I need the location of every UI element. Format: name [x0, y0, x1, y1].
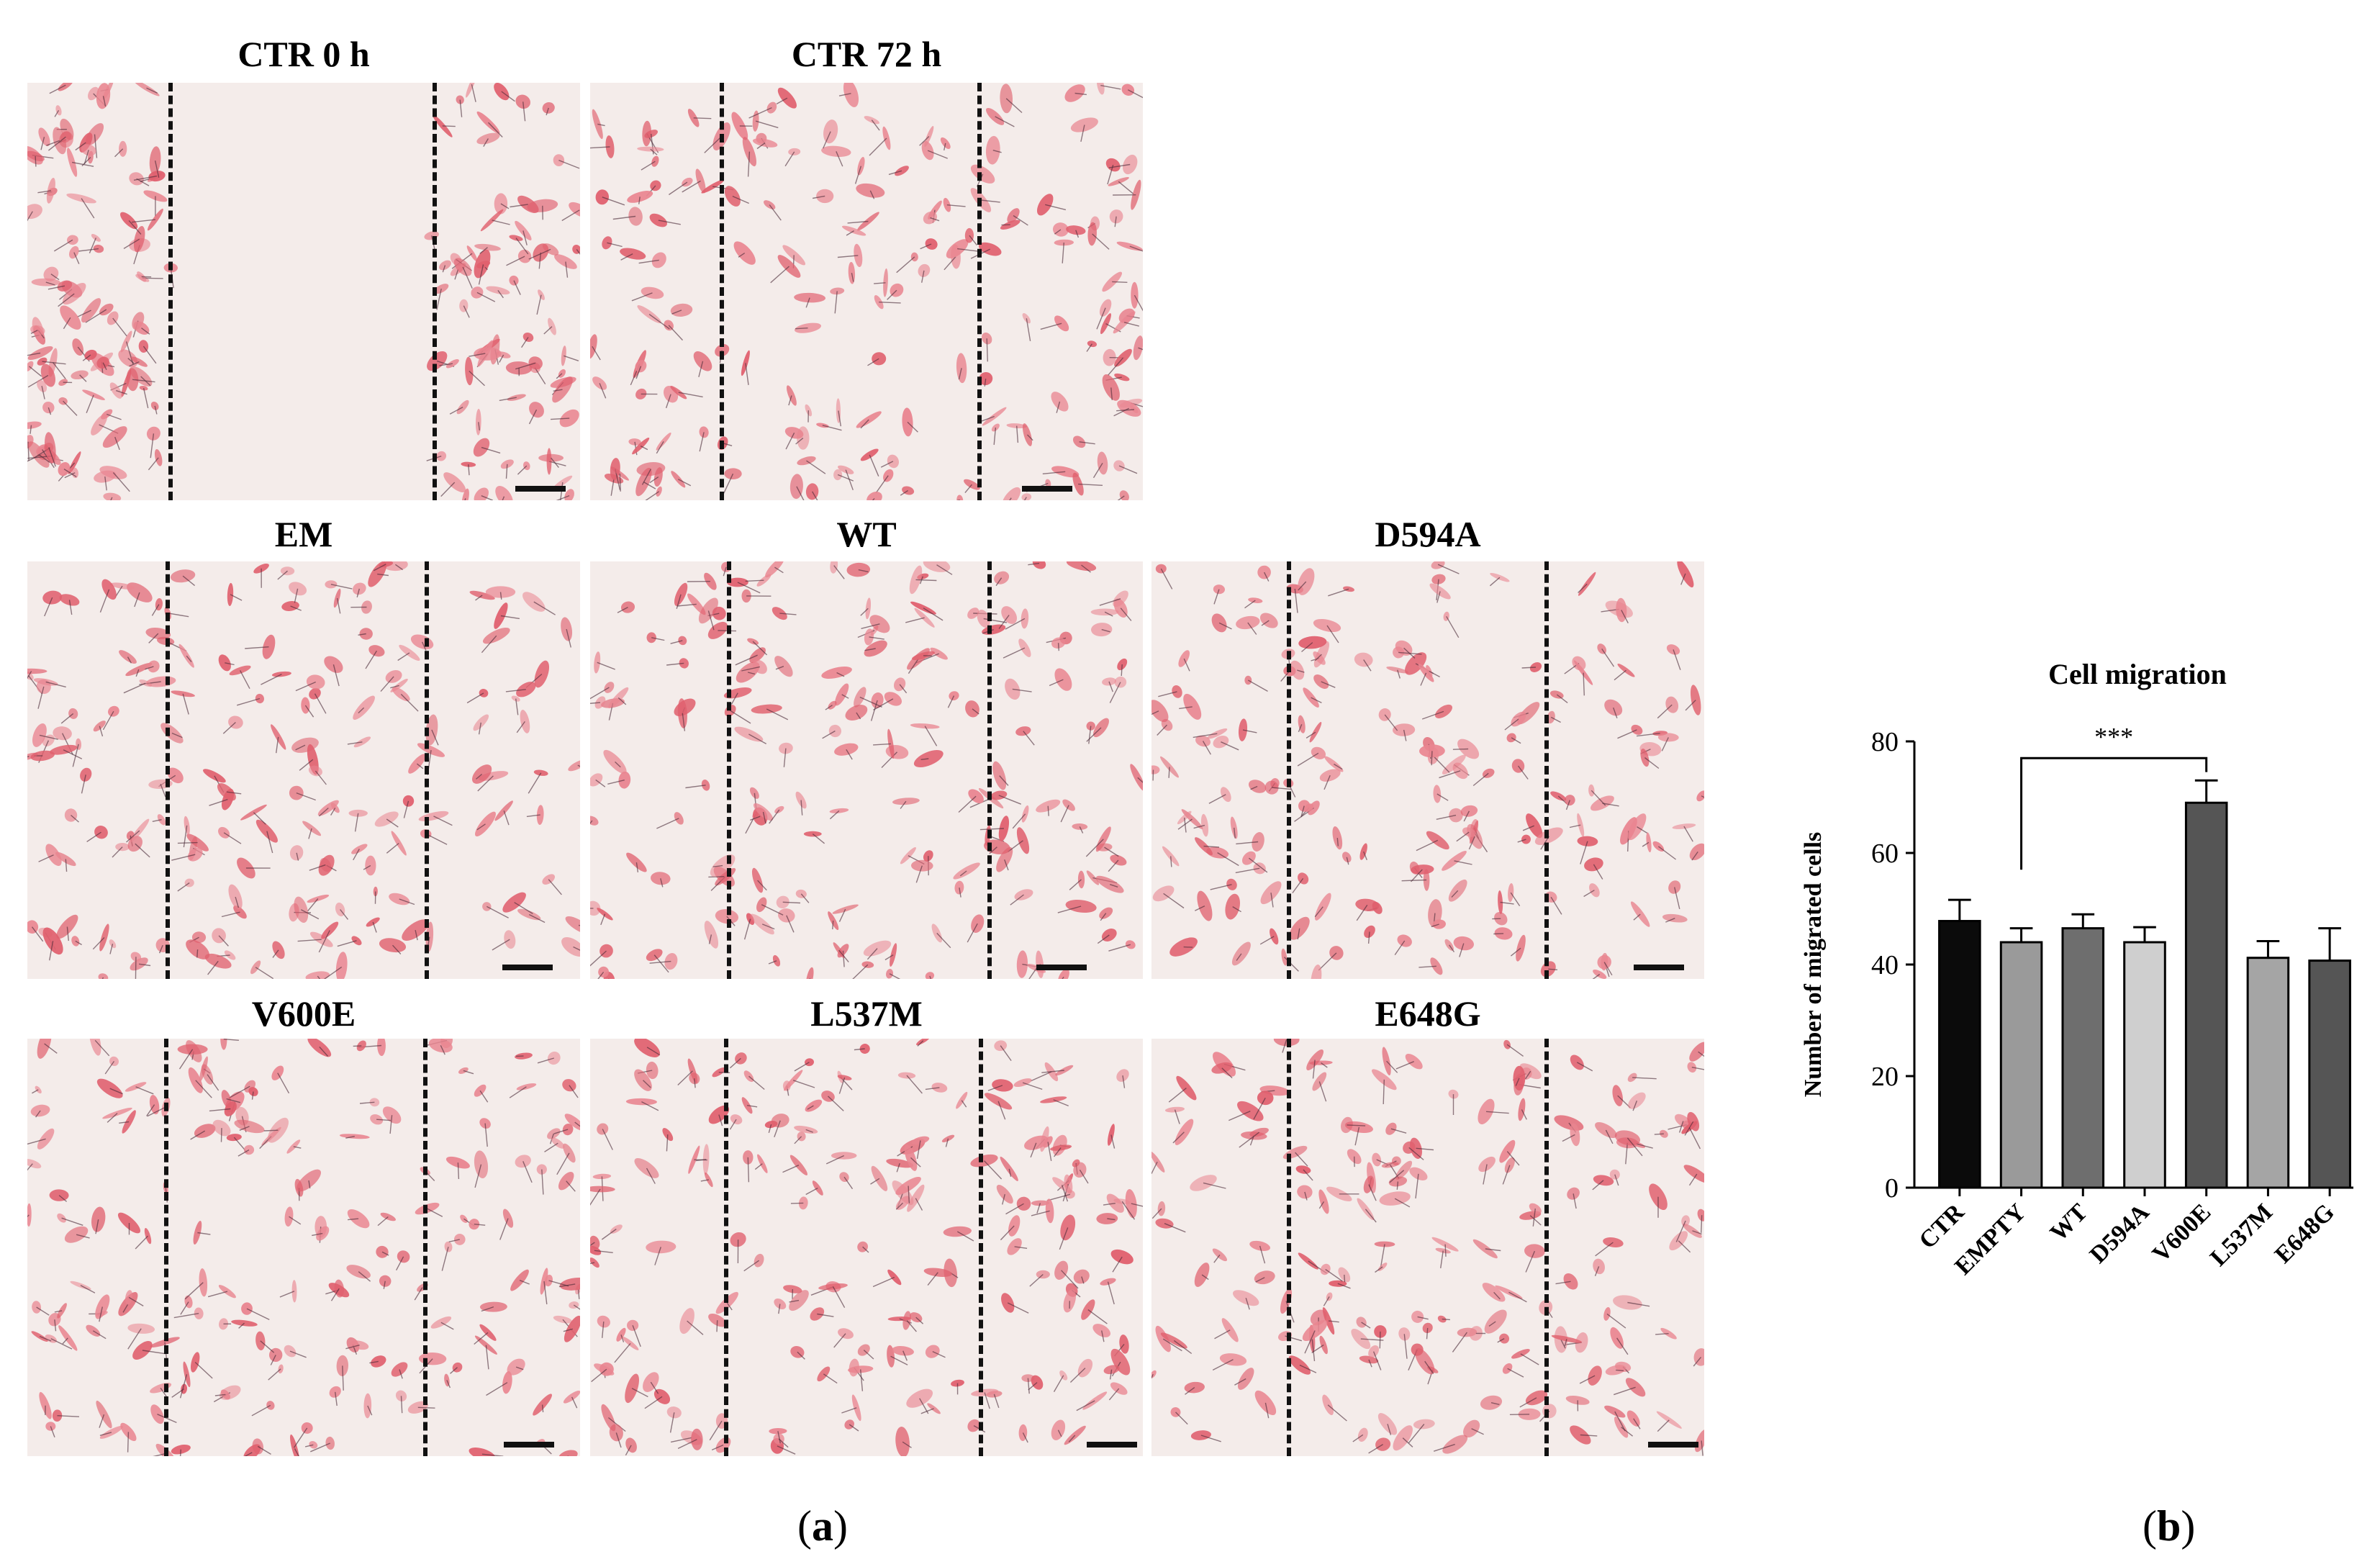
x-tick-label: WT — [2045, 1198, 2093, 1246]
wound-edge-line — [987, 561, 992, 979]
chart-title: Cell migration — [2048, 658, 2227, 690]
micrograph-ctr-0h — [27, 83, 580, 500]
micrograph-l537m — [590, 1039, 1143, 1456]
bar-wt — [2061, 927, 2105, 1189]
cell-texture — [590, 83, 1143, 500]
panel-b: Cell migration 0 20 40 60 80 Number of migrate… — [1713, 0, 2380, 1567]
cell-texture — [590, 561, 1143, 979]
panel-b-letter: b — [2156, 1502, 2181, 1550]
scale-bar — [1087, 1442, 1137, 1448]
micrograph-title: EM — [274, 514, 333, 554]
y-tick-label: 20 — [1871, 1062, 1899, 1092]
micrograph-title: WT — [836, 514, 897, 554]
micrograph-title: CTR 72 h — [791, 34, 942, 74]
x-tick-label: L537M — [2205, 1198, 2278, 1271]
cell-texture — [1151, 1039, 1704, 1456]
scale-bar — [1022, 486, 1072, 492]
wound-edge-line — [1544, 561, 1549, 979]
scale-bar — [504, 1442, 554, 1448]
bar-ctr — [1938, 920, 1981, 1189]
wound-edge-line — [979, 1039, 983, 1456]
y-tick-label: 60 — [1871, 839, 1899, 869]
wound-edge-line — [1544, 1039, 1549, 1456]
bar-l537m — [2246, 957, 2290, 1189]
scale-bar — [1634, 965, 1684, 970]
scale-bar — [515, 486, 566, 492]
panel-a: CTR 0 h CTR 72 h EM WT D594A V600E L537M — [27, 34, 1704, 1550]
cell-texture — [590, 1039, 1143, 1456]
wound-edge-line — [423, 1039, 427, 1456]
y-tick-label: 80 — [1871, 727, 1899, 757]
cell-texture — [27, 1039, 580, 1456]
scale-bar — [1036, 965, 1087, 970]
micrograph-d594a — [1151, 561, 1704, 979]
micrograph-title: L537M — [810, 993, 923, 1034]
micrograph-title: V600E — [251, 993, 356, 1034]
y-tick-label: 0 — [1885, 1173, 1899, 1204]
wound-edge-line — [166, 561, 170, 979]
wound-edge-line — [433, 83, 437, 500]
wound-edge-line — [168, 83, 173, 500]
micrograph-e648g — [1151, 1039, 1704, 1456]
x-tick-label: D594A — [2085, 1198, 2155, 1268]
micrograph-title: E648G — [1375, 993, 1481, 1034]
bar-d594a — [2123, 941, 2166, 1189]
micrograph-v600e — [27, 1039, 580, 1456]
wound-edge-line — [977, 83, 982, 500]
wound-edge-line — [1287, 1039, 1291, 1456]
wound-edge-line — [164, 1039, 168, 1456]
bar-empty — [1999, 941, 2043, 1189]
panel-a-letter: a — [811, 1502, 833, 1550]
wound-edge-line — [1287, 561, 1291, 979]
cell-texture — [27, 561, 580, 979]
y-tick-label: 40 — [1871, 950, 1899, 980]
x-tick-label: E648G — [2270, 1198, 2340, 1268]
panel-a-label: (a) — [797, 1502, 848, 1550]
micrograph-title: CTR 0 h — [237, 34, 370, 74]
micrograph-em — [27, 561, 580, 979]
micrograph-ctr-72h — [590, 83, 1143, 500]
wound-edge-line — [724, 1039, 728, 1456]
bar-v600e — [2184, 801, 2228, 1189]
x-tick-label: CTR — [1914, 1198, 1970, 1254]
significance-bracket — [2020, 757, 2208, 870]
y-axis-label: Number of migrated cells — [1800, 832, 1827, 1098]
x-tick-label: V600E — [2148, 1198, 2217, 1268]
wound-edge-line — [727, 561, 731, 979]
wound-edge-line — [425, 561, 429, 979]
wound-edge-line — [720, 83, 724, 500]
bar-e648g — [2308, 959, 2351, 1189]
micrograph-title: D594A — [1375, 514, 1481, 554]
panel-b-label: (b) — [2143, 1502, 2196, 1550]
scale-bar — [502, 965, 553, 970]
bar-chart: Cell migration 0 20 40 60 80 Number of migrate… — [1800, 658, 2353, 1280]
significance-label: *** — [2094, 722, 2133, 751]
micrograph-wt — [590, 561, 1143, 979]
cell-texture — [27, 83, 580, 500]
scale-bar — [1648, 1442, 1698, 1448]
cell-texture — [1151, 561, 1704, 979]
